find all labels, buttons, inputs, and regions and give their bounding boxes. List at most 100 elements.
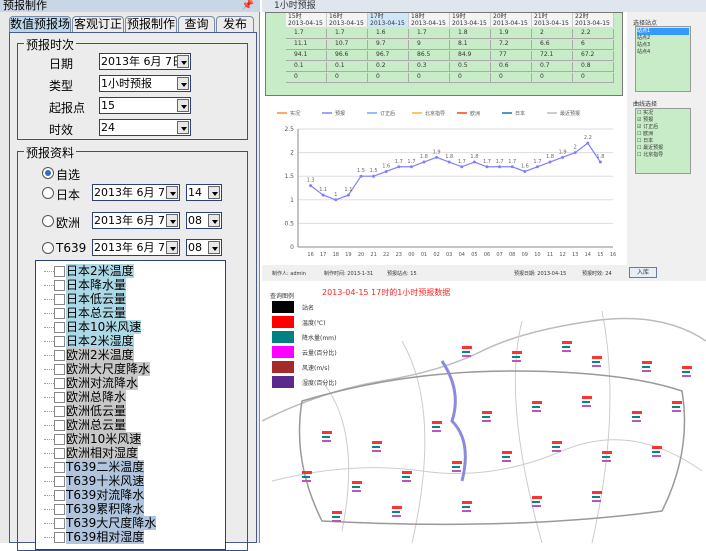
tree-item[interactable]: 欧洲总云量	[44, 418, 127, 432]
column-header[interactable]: 16时 2013-04-15	[327, 13, 368, 27]
checkbox[interactable]	[54, 266, 65, 277]
tab-query[interactable]: 查询	[178, 16, 215, 32]
station-marker[interactable]	[462, 346, 476, 360]
table-cell[interactable]: 2	[532, 29, 573, 39]
checkbox[interactable]	[54, 364, 65, 375]
station-marker[interactable]	[452, 461, 466, 475]
station-marker[interactable]	[322, 431, 336, 445]
t639-hour-select[interactable]: 08	[186, 239, 222, 256]
radio-custom[interactable]	[42, 167, 54, 179]
data-tree[interactable]: 日本2米温度 日本降水量 日本低云量 日本总云量 日本10米风速 日本2米湿度 欧洲2米温度…	[35, 260, 226, 550]
radio-europe[interactable]	[42, 215, 54, 227]
tree-item[interactable]: 日本2米温度	[44, 264, 134, 278]
station-marker[interactable]	[502, 451, 516, 465]
station-marker[interactable]	[652, 446, 666, 460]
europe-date-select[interactable]: 2013年 6月 7日	[92, 212, 180, 229]
table-cell[interactable]: 6	[573, 40, 614, 50]
table-cell[interactable]: 0.5	[450, 62, 491, 72]
table-cell[interactable]: 2.2	[573, 29, 614, 39]
table-cell[interactable]: 67.2	[573, 51, 614, 61]
checkbox[interactable]	[54, 476, 65, 487]
forecast-table[interactable]: 15时 2013-04-15 16时 2013-04-15 17时 2013-04-15 1…	[265, 12, 623, 96]
checkbox[interactable]	[54, 322, 65, 333]
table-cell[interactable]: 86.5	[409, 51, 450, 61]
table-cell[interactable]: 1.8	[450, 29, 491, 39]
station-marker[interactable]	[682, 366, 696, 380]
table-cell[interactable]: 0.1	[327, 62, 368, 72]
station-marker[interactable]	[482, 411, 496, 425]
table-cell[interactable]: 0.6	[491, 62, 532, 72]
checkbox[interactable]	[54, 350, 65, 361]
table-cell[interactable]: 9	[409, 40, 450, 50]
tree-item[interactable]: 欧洲2米温度	[44, 348, 134, 362]
t639-date-select[interactable]: 2013年 6月 7日	[92, 239, 180, 256]
checkbox[interactable]	[54, 434, 65, 445]
station-marker[interactable]	[602, 451, 616, 465]
column-header[interactable]: 19时 2013-04-15	[450, 13, 491, 27]
table-cell[interactable]: 0	[327, 73, 368, 83]
table-cell[interactable]: 0	[491, 73, 532, 83]
station-marker[interactable]	[552, 441, 566, 455]
table-cell[interactable]: 84.9	[450, 51, 491, 61]
station-marker[interactable]	[532, 401, 546, 415]
station-marker[interactable]	[592, 491, 606, 505]
checkbox[interactable]	[54, 378, 65, 389]
column-header[interactable]: 21时 2013-04-15	[532, 13, 573, 27]
curve-checkbox[interactable]: ☐ 欧洲	[637, 131, 654, 137]
table-cell[interactable]: 8.1	[450, 40, 491, 50]
table-cell[interactable]: 0	[409, 73, 450, 83]
table-cell[interactable]: 96.7	[368, 51, 409, 61]
japan-date-select[interactable]: 2013年 6月 7日	[92, 184, 180, 201]
station-marker[interactable]	[632, 411, 646, 425]
table-cell[interactable]: 77	[491, 51, 532, 61]
tab-numerical[interactable]: 数值预报场	[9, 16, 71, 32]
tab-correction[interactable]: 客观订正	[72, 16, 124, 32]
tree-item[interactable]: T639二米温度	[44, 460, 145, 474]
tree-item[interactable]: 欧洲10米风速	[44, 432, 142, 446]
tree-item[interactable]: T639相对湿度	[44, 530, 145, 544]
radio-japan[interactable]	[42, 187, 54, 199]
table-cell[interactable]: 0.2	[368, 62, 409, 72]
tree-item[interactable]: 欧洲总降水	[44, 390, 127, 404]
japan-hour-select[interactable]: 14	[186, 184, 222, 201]
table-cell[interactable]: 94.1	[286, 51, 327, 61]
curve-checkbox[interactable]: ☐ 最近预报	[637, 145, 664, 151]
table-cell[interactable]: 0	[573, 73, 614, 83]
table-cell[interactable]: 0.7	[532, 62, 573, 72]
save-button[interactable]: 入库	[629, 267, 657, 278]
station-marker[interactable]	[582, 396, 596, 410]
table-cell[interactable]: 1.6	[368, 29, 409, 39]
checkbox[interactable]	[54, 518, 65, 529]
checkbox[interactable]	[54, 420, 65, 431]
table-cell[interactable]: 7.2	[491, 40, 532, 50]
table-cell[interactable]: 6.6	[532, 40, 573, 50]
table-cell[interactable]: 1.7	[286, 29, 327, 39]
column-header[interactable]: 20时 2013-04-15	[491, 13, 532, 27]
station-marker[interactable]	[432, 421, 446, 435]
curve-checkbox[interactable]: ☑ 预报	[637, 117, 654, 123]
table-cell[interactable]: 10.7	[327, 40, 368, 50]
checkbox[interactable]	[54, 280, 65, 291]
curve-checkbox[interactable]: ☐ 北京指导	[637, 152, 664, 158]
tree-item[interactable]: T639累积降水	[44, 502, 145, 516]
curve-list[interactable]: ☐ 实况 ☑ 预报 ☑ 订正后 ☐ 欧洲 ☐ 日本 ☐ 最近预报 ☐ 北京指导	[635, 108, 691, 174]
tree-item[interactable]: 日本10米风速	[44, 320, 142, 334]
table-cell[interactable]: 1.7	[409, 29, 450, 39]
table-cell[interactable]: 0.3	[409, 62, 450, 72]
table-cell[interactable]: 96.6	[327, 51, 368, 61]
tree-item[interactable]: 日本低云量	[44, 292, 127, 306]
table-cell[interactable]: 72.1	[532, 51, 573, 61]
tree-item[interactable]: 日本2米湿度	[44, 334, 134, 348]
column-header[interactable]: 17时 2013-04-15	[368, 13, 409, 27]
tree-item[interactable]: T639大尺度降水	[44, 516, 157, 530]
table-cell[interactable]: 9.7	[368, 40, 409, 50]
tree-item[interactable]: 日本降水量	[44, 278, 127, 292]
date-select[interactable]: 2013年 6月 7日	[99, 53, 191, 70]
type-select[interactable]: 1小时预报	[99, 75, 191, 92]
tree-item[interactable]: T639对流降水	[44, 488, 145, 502]
checkbox[interactable]	[54, 294, 65, 305]
tree-item[interactable]: 欧洲对流降水	[44, 376, 139, 390]
station-marker[interactable]	[512, 351, 526, 365]
tab-make[interactable]: 预报制作	[125, 16, 177, 32]
map-view[interactable]: 2013-04-15 17时的1小时预报数据 查询图例 站名 温度(℃) 降水量(m…	[262, 281, 706, 543]
